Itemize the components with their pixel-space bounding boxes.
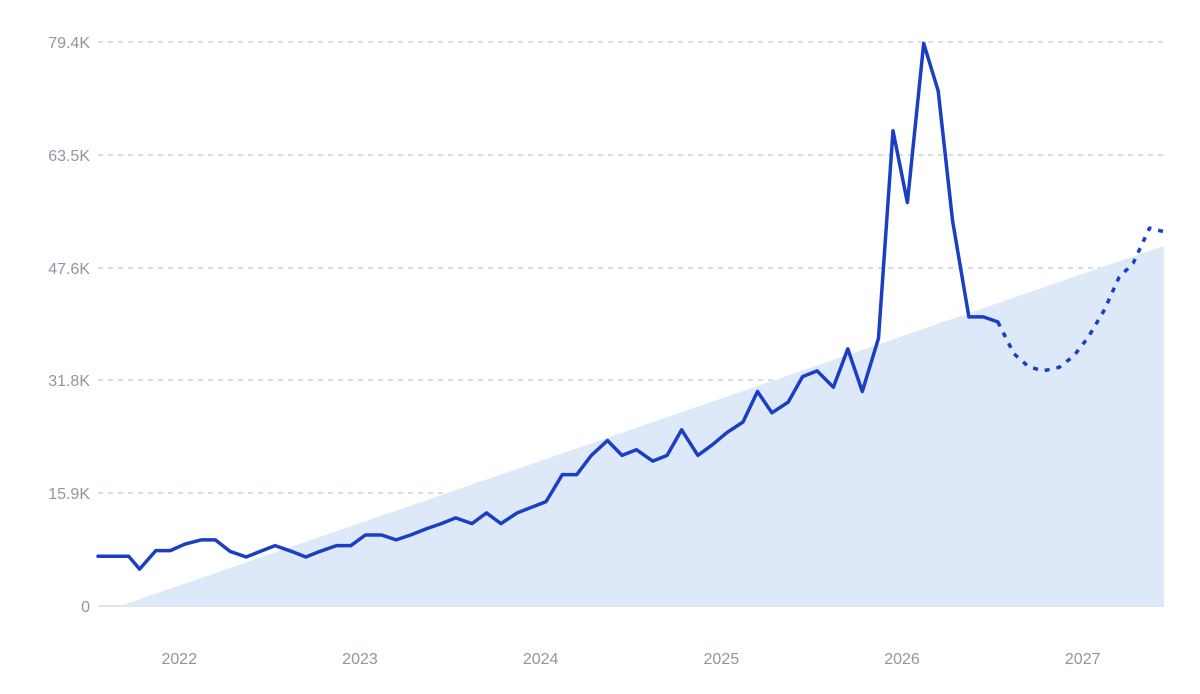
y-tick-label: 47.6K bbox=[48, 261, 90, 278]
trend-area-fill bbox=[119, 245, 1164, 606]
x-tick-label: 2026 bbox=[884, 651, 920, 668]
x-axis: 2022 2023 2024 2025 2026 2027 bbox=[162, 651, 1101, 668]
x-tick-label: 2027 bbox=[1065, 651, 1101, 668]
y-tick-label: 0 bbox=[81, 599, 90, 616]
x-tick-label: 2022 bbox=[162, 651, 198, 668]
trend-area bbox=[119, 245, 1164, 606]
y-tick-label: 63.5K bbox=[48, 148, 90, 165]
y-tick-label: 15.9K bbox=[48, 486, 90, 503]
x-tick-label: 2024 bbox=[523, 651, 559, 668]
x-tick-label: 2025 bbox=[704, 651, 740, 668]
forecast-line bbox=[996, 226, 1165, 373]
x-tick-label: 2023 bbox=[342, 651, 378, 668]
y-axis: 0 15.9K 31.8K 47.6K 63.5K 79.4K bbox=[48, 35, 90, 616]
actual-line bbox=[96, 41, 1000, 571]
series-lines bbox=[96, 41, 1165, 571]
y-tick-label: 31.8K bbox=[48, 373, 90, 390]
y-tick-label: 79.4K bbox=[48, 35, 90, 52]
